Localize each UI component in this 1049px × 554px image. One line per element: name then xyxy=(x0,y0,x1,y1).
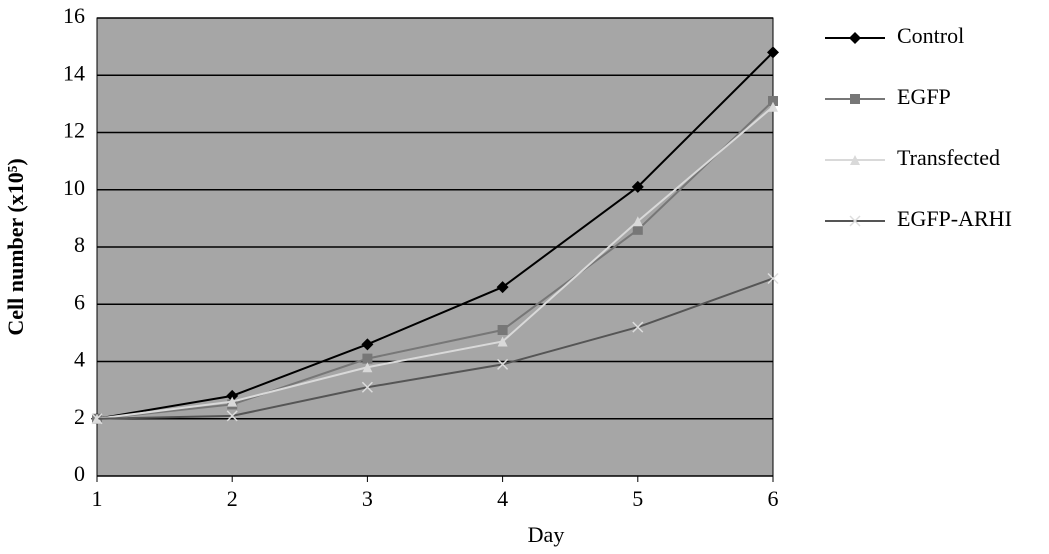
marker xyxy=(497,325,508,336)
marker xyxy=(362,353,373,364)
marker xyxy=(632,216,643,227)
marker xyxy=(768,96,778,107)
y-axis-label: Cell number (x10⁵) xyxy=(3,158,28,335)
y-tick-label: 6 xyxy=(74,289,85,314)
y-tick-label: 16 xyxy=(63,3,85,28)
x-axis-label: Day xyxy=(528,522,565,547)
legend-marker xyxy=(850,155,860,165)
x-tick-label: 1 xyxy=(92,486,103,511)
marker xyxy=(226,389,239,402)
y-tick-label: 4 xyxy=(74,347,85,372)
marker xyxy=(226,410,238,422)
y-tick-label: 14 xyxy=(63,60,85,85)
marker xyxy=(768,101,778,112)
marker xyxy=(227,396,238,407)
marker xyxy=(362,362,373,373)
marker xyxy=(632,321,644,333)
y-tick-label: 12 xyxy=(63,118,85,143)
marker xyxy=(497,358,509,370)
y-tick-label: 8 xyxy=(74,232,85,257)
marker xyxy=(361,381,373,393)
marker xyxy=(767,272,779,285)
marker xyxy=(497,336,508,347)
x-tick-label: 3 xyxy=(362,486,373,511)
marker xyxy=(91,413,103,425)
marker xyxy=(767,46,779,59)
x-tick-label: 6 xyxy=(768,486,779,511)
marker xyxy=(496,281,509,294)
legend-label: Control xyxy=(897,23,964,48)
series-line xyxy=(96,105,774,420)
series-line xyxy=(96,100,774,420)
y-tick-label: 0 xyxy=(74,461,85,486)
series-line xyxy=(96,277,774,420)
legend-label: EGFP-ARHI xyxy=(897,206,1012,231)
series-line xyxy=(96,51,774,420)
x-tick-label: 5 xyxy=(632,486,643,511)
y-tick-label: 10 xyxy=(63,175,85,200)
y-tick-label: 2 xyxy=(74,404,85,429)
marker xyxy=(631,180,644,193)
legend-label: Transfected xyxy=(897,145,1000,170)
legend-marker xyxy=(849,32,861,44)
marker xyxy=(632,224,643,235)
legend-marker xyxy=(849,215,861,227)
x-tick-label: 2 xyxy=(227,486,238,511)
marker xyxy=(361,338,374,351)
legend-marker xyxy=(850,94,860,104)
legend-label: EGFP xyxy=(897,84,951,109)
x-tick-label: 4 xyxy=(497,486,508,511)
